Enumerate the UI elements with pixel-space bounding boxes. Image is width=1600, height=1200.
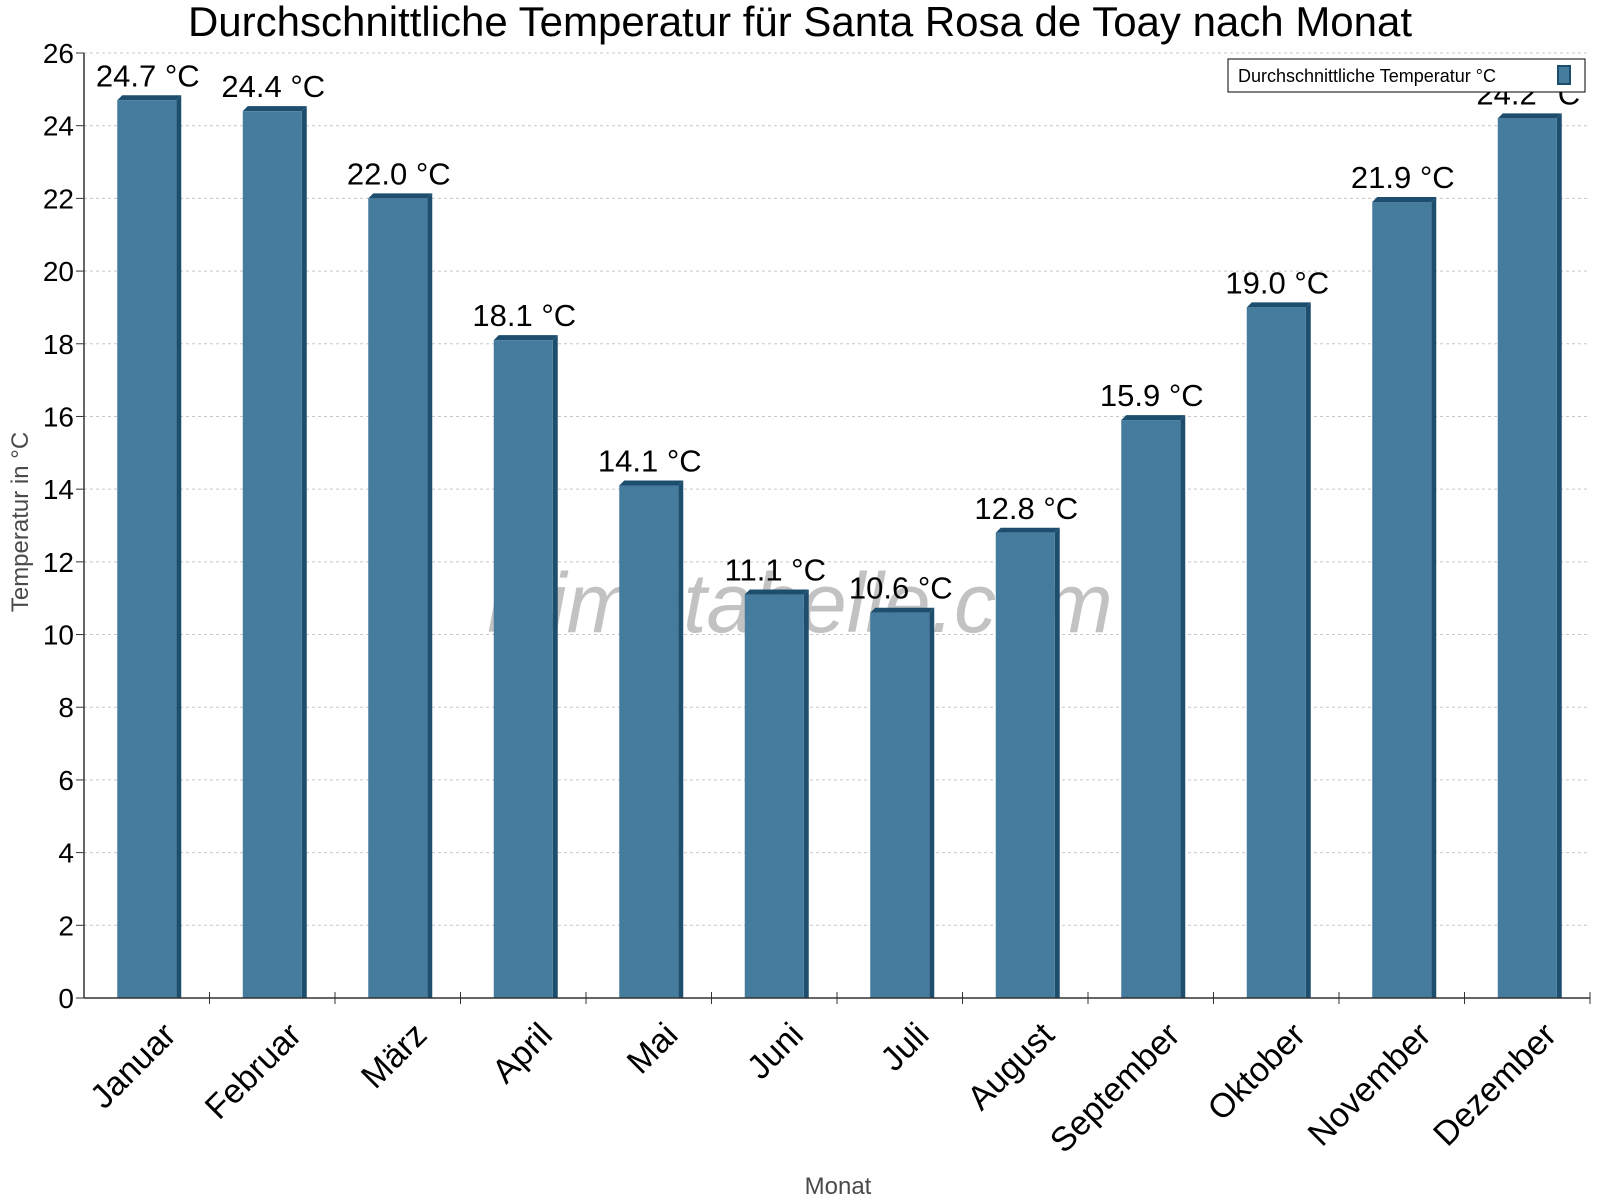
x-tick-label: Mai [620,1016,686,1082]
bar-top [1246,302,1311,308]
y-tick-label: 26 [43,38,74,69]
y-tick-label: 16 [43,401,74,432]
y-tick-label: 20 [43,256,74,287]
bar-side [301,106,307,998]
data-label: 11.1 °C [725,553,826,588]
bar-side [678,480,684,998]
y-axis-title: Temperatur in °C [7,432,34,612]
bar-top [870,607,935,613]
bar [870,612,930,998]
bar [368,198,428,998]
bar-top [1372,197,1437,203]
data-label: 19.0 °C [1225,265,1329,300]
bar [1246,307,1306,998]
y-tick-label: 22 [43,183,74,214]
y-tick-label: 2 [58,910,74,941]
bar-side [1431,197,1437,998]
bar-top [117,95,182,101]
y-tick-label: 10 [43,620,74,651]
bar [995,532,1055,998]
x-tick-label: Oktober [1200,1016,1312,1128]
data-label: 14.1 °C [598,444,702,479]
bars: 24.7 °C 24.4 °C 22.0 °C 18.1 °C 14.1 °C 11.1 … [96,58,1580,998]
x-tick-label: Januar [83,1016,183,1116]
bar-side [1556,113,1562,998]
data-label: 21.9 °C [1351,160,1455,195]
data-label: 18.1 °C [472,298,576,333]
grid-lines [84,52,1590,926]
y-tick-label: 24 [43,111,74,142]
bar-top [242,106,307,112]
data-label: 15.9 °C [1100,378,1204,413]
y-tick-label: 6 [58,765,74,796]
x-tick-label: November [1301,1016,1439,1154]
y-tick-label: 4 [58,838,74,869]
x-tick-label: April [485,1016,560,1091]
data-label: 24.4 °C [221,69,325,104]
x-axis-title: Monat [805,1173,872,1200]
bar-top [619,480,684,486]
bar-side [1305,302,1311,998]
bar-top [493,335,558,341]
x-tick-label: August [960,1015,1062,1117]
bar [117,100,177,998]
y-tick-label: 18 [43,329,74,360]
bar [242,111,302,998]
legend-swatch [1557,65,1571,85]
y-tick-label: 8 [58,692,74,723]
y-tick-label: 14 [43,474,74,505]
bar [1121,420,1181,998]
bar-side [929,607,935,998]
data-label: 12.8 °C [974,491,1078,526]
data-label: 10.6 °C [849,571,953,606]
bar [1497,118,1557,998]
bar-top [1121,415,1186,421]
bar-top [995,527,1060,533]
data-label: 24.7 °C [96,58,200,93]
bar-side [1054,527,1060,998]
bar [1372,202,1432,998]
data-label: 22.0 °C [347,156,451,191]
legend-box [1227,58,1586,93]
x-tick-label: März [354,1016,434,1096]
chart-title: Durchschnittliche Temperatur für Santa R… [188,0,1412,45]
bar-side [427,193,433,998]
legend-label: Durchschnittliche Temperatur °C [1238,66,1496,86]
x-tick-label: Juni [740,1016,811,1087]
x-tick-label: September [1043,1016,1187,1160]
bar-side [803,589,809,998]
legend: Durchschnittliche Temperatur °C [1227,58,1586,93]
y-tick-label: 12 [43,547,74,578]
bar-top [1497,113,1562,119]
x-tick-label: Juli [873,1016,936,1079]
y-tick-label: 0 [58,983,74,1014]
x-tick-label: Dezember [1426,1016,1564,1154]
bar [619,485,679,998]
bar-top [368,193,433,199]
bar [493,340,553,998]
bar-side [176,95,182,998]
bar-side [552,335,558,998]
bar-side [1180,415,1186,998]
x-tick-label: Februar [198,1016,309,1127]
bar-top [744,589,809,595]
bar [744,594,804,998]
